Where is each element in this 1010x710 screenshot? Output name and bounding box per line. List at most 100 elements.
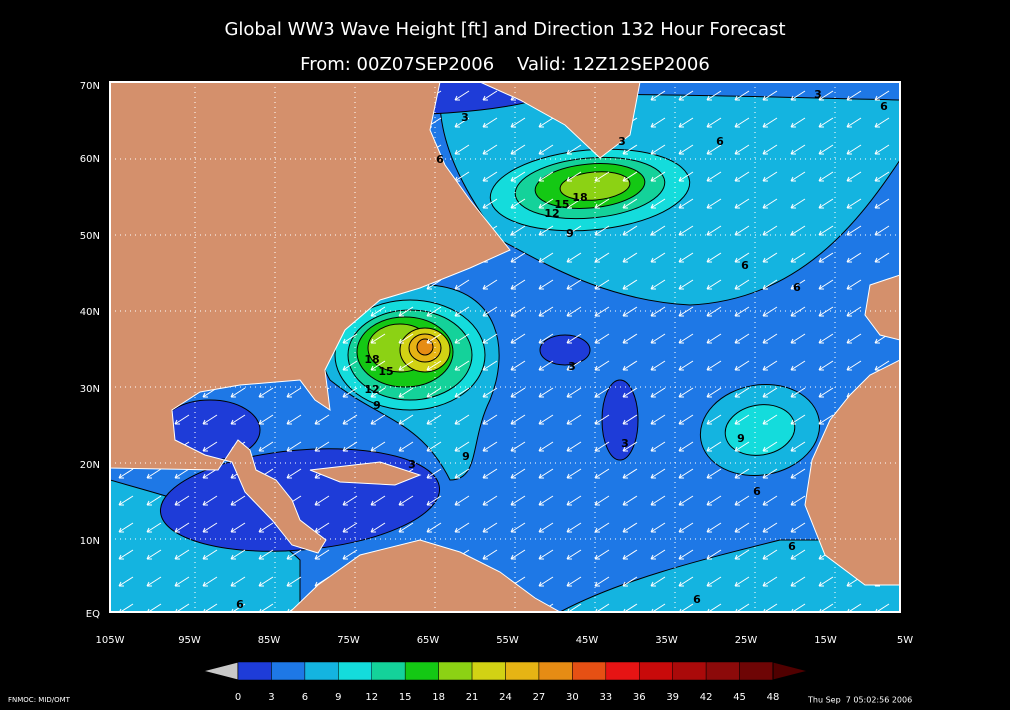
land (804, 359, 900, 586)
colorbar-swatch (438, 661, 473, 681)
wave-arrow (706, 360, 722, 371)
wave-arrow (454, 279, 470, 290)
wave-arrow (426, 414, 442, 425)
wave-arrow (762, 414, 778, 425)
colorbar-label: 30 (566, 692, 579, 703)
colorbar-above (772, 661, 809, 681)
wave-arrow (678, 522, 694, 533)
wave-arrow (482, 144, 498, 155)
wave-arrow (202, 468, 218, 479)
contour-label: 18 (364, 353, 379, 366)
wave-arrow (118, 495, 134, 506)
wave-arrow (762, 576, 778, 587)
wave-arrow (426, 522, 442, 533)
wave-arrow (146, 576, 162, 587)
wave-arrow (846, 117, 862, 128)
wave-arrow (510, 279, 526, 290)
wave-arrow (146, 495, 162, 506)
colorbar-label: 39 (666, 692, 679, 703)
wave-arrow (174, 549, 190, 560)
wave-arrow (762, 468, 778, 479)
wave-arrow (174, 468, 190, 479)
colorbar-label: 42 (700, 692, 713, 703)
wave-arrow (482, 414, 498, 425)
wave-arrow (762, 198, 778, 209)
colorbar-label: 24 (499, 692, 512, 703)
lon-label: 5W (897, 635, 913, 646)
wave-arrow (678, 333, 694, 344)
contour-label: 12 (364, 383, 379, 396)
contour-label: 9 (462, 450, 470, 463)
contour-label: 15 (554, 198, 569, 211)
wave-arrow (538, 387, 554, 398)
colorbar-label: 12 (365, 692, 378, 703)
wave-arrow (398, 387, 414, 398)
lon-label: 15W (814, 635, 837, 646)
wave-arrow (342, 549, 358, 560)
wave-arrow (286, 387, 302, 398)
wave-arrow (790, 90, 806, 101)
wave-arrow (790, 468, 806, 479)
wave-arrow (370, 333, 386, 344)
wave-arrow (762, 360, 778, 371)
contour-label: 6 (693, 593, 701, 606)
wave-arrow (762, 171, 778, 182)
lat-label: 50N (80, 231, 100, 242)
wave-arrow (482, 549, 498, 560)
wave-arrow (734, 576, 750, 587)
wave-arrow (202, 414, 218, 425)
colorbar-swatch (538, 661, 573, 681)
wave-arrow (286, 468, 302, 479)
colorbar-swatch (605, 661, 640, 681)
lon-label: 85W (258, 635, 281, 646)
wave-arrow (482, 333, 498, 344)
wave-arrow (426, 360, 442, 371)
wave-arrow (874, 117, 890, 128)
colorbar-swatch (672, 661, 707, 681)
wave-arrow (566, 252, 582, 263)
wave-arrow (566, 441, 582, 452)
wave-arrow (342, 414, 358, 425)
wave-arrow (678, 495, 694, 506)
wave-arrow (398, 441, 414, 452)
wave-arrow (846, 279, 862, 290)
wave-arrow (650, 522, 666, 533)
wave-arrow (650, 117, 666, 128)
wave-arrow (706, 117, 722, 128)
contour-label: 3 (461, 111, 469, 124)
wave-arrow (650, 549, 666, 560)
wave-arrow (650, 414, 666, 425)
wave-arrow (874, 171, 890, 182)
wave-arrow (706, 225, 722, 236)
wave-arrow (426, 387, 442, 398)
lon-label: 65W (417, 635, 440, 646)
wave-arrow (230, 495, 246, 506)
footer-right: Thu Sep 7 05:02:56 2006 (807, 696, 912, 705)
wave-arrow (174, 414, 190, 425)
lat-label: 10N (80, 536, 100, 547)
colorbar-label: 9 (335, 692, 341, 703)
wave-arrow (286, 576, 302, 587)
wave-arrow (454, 522, 470, 533)
wave-arrow (426, 441, 442, 452)
colorbar-label: 36 (633, 692, 646, 703)
contour-label: 3 (814, 88, 822, 101)
wave-arrow (342, 387, 358, 398)
contour-label: 3 (618, 135, 626, 148)
wave-arrow (482, 279, 498, 290)
contour-label: 6 (436, 153, 444, 166)
wave-arrow (622, 549, 638, 560)
wave-arrow (538, 279, 554, 290)
colorbar-swatch (338, 661, 372, 681)
wave-arrow (818, 90, 834, 101)
wave-arrow (566, 495, 582, 506)
wave-arrow (762, 117, 778, 128)
wave-arrow (482, 495, 498, 506)
lat-label: EQ (86, 609, 100, 620)
wave-arrow (202, 441, 218, 452)
colorbar-label: 3 (268, 692, 274, 703)
wave-arrow (762, 441, 778, 452)
wave-arrow (454, 360, 470, 371)
colorbar-swatch (304, 661, 339, 681)
wave-arrow (258, 387, 274, 398)
